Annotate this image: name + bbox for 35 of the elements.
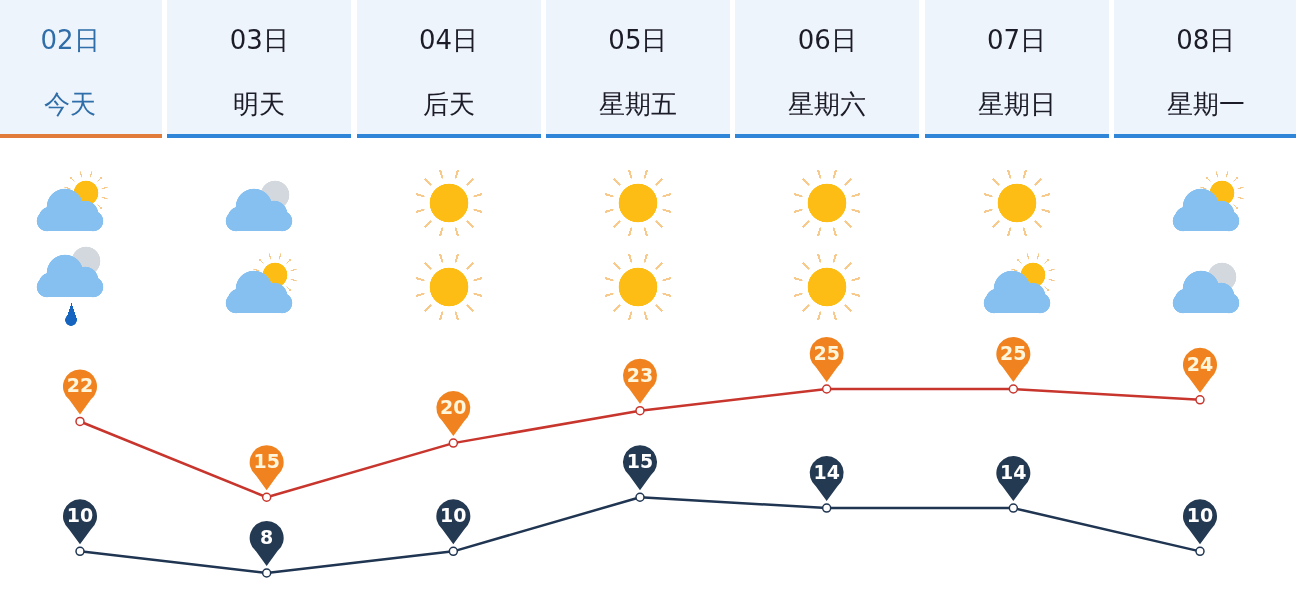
tab: 07日星期日: [924, 0, 1109, 138]
data-label: 10: [1186, 504, 1214, 527]
point: [448, 546, 459, 557]
point: [635, 405, 645, 416]
data-label: 10: [440, 504, 467, 527]
data-label: 22: [66, 374, 94, 397]
point: [635, 492, 645, 502]
tab: 08日星期一: [1113, 0, 1296, 138]
tab: 06日星期六: [735, 0, 920, 138]
data-label: 24: [1186, 352, 1214, 375]
tab: 03日明天: [167, 0, 352, 138]
tab: 02日今天: [0, 0, 162, 138]
point: [448, 438, 459, 448]
data-label: 23: [626, 363, 654, 386]
point: [821, 503, 832, 513]
data-label: 10: [66, 504, 94, 527]
data-label: 25: [813, 341, 840, 364]
data-label: 25: [1000, 341, 1027, 364]
point: [75, 416, 85, 427]
point: [261, 568, 272, 578]
point: [261, 492, 272, 502]
data-label: 20: [440, 396, 467, 419]
data-label: 15: [253, 450, 280, 473]
tab: 04日后天: [356, 0, 541, 138]
data-label: 14: [1000, 461, 1027, 483]
point: [1195, 546, 1205, 557]
point: [75, 546, 85, 557]
point: [821, 384, 832, 394]
tab: 05日星期五: [545, 0, 730, 138]
point: [1195, 395, 1205, 405]
data-label: 14: [813, 461, 840, 483]
data-label: 15: [626, 450, 654, 473]
point: [1008, 503, 1019, 513]
point: [1008, 384, 1019, 394]
data-label: 8: [260, 525, 274, 548]
